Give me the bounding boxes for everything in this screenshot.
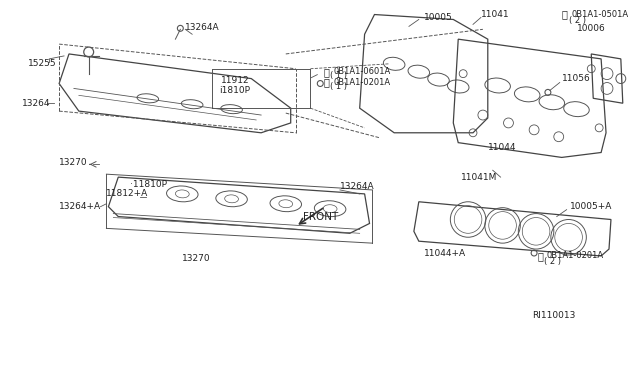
Text: 10005+A: 10005+A: [570, 202, 612, 211]
Text: Ⓑ: Ⓑ: [537, 251, 543, 261]
Text: 11044: 11044: [488, 143, 516, 152]
Text: 11044+A: 11044+A: [424, 248, 466, 257]
Text: 13264A: 13264A: [340, 183, 374, 192]
Text: 15255: 15255: [28, 59, 56, 68]
Text: Ⓑ: Ⓑ: [562, 10, 568, 20]
Text: 13270: 13270: [182, 254, 211, 263]
Text: 11041M: 11041M: [461, 173, 497, 182]
Text: 11056: 11056: [562, 74, 591, 83]
Text: ·11810P: ·11810P: [130, 180, 167, 189]
Text: 10005: 10005: [424, 13, 452, 22]
Text: 0B1A1-0201A: 0B1A1-0201A: [333, 78, 390, 87]
Text: 11041: 11041: [481, 10, 509, 19]
Text: 0B1A1-0201A: 0B1A1-0201A: [547, 251, 604, 260]
Text: 13270: 13270: [59, 158, 88, 167]
Text: ( 1 ): ( 1 ): [330, 82, 347, 91]
Text: i1810P: i1810P: [219, 86, 250, 95]
Text: 13264+A: 13264+A: [59, 202, 101, 211]
Text: 10006: 10006: [577, 24, 605, 33]
Text: ( 2 ): ( 2 ): [568, 16, 586, 25]
Text: 0B1A1-0501A: 0B1A1-0501A: [572, 10, 628, 19]
Text: ( 1 ): ( 1 ): [330, 71, 347, 80]
Text: 11912: 11912: [221, 76, 250, 85]
Text: 13264: 13264: [22, 99, 50, 108]
Text: 13264A: 13264A: [185, 23, 220, 32]
Text: Ⓑ: Ⓑ: [323, 67, 329, 77]
Text: 0B1A1-0601A: 0B1A1-0601A: [333, 67, 390, 76]
Text: ( 2 ): ( 2 ): [544, 257, 561, 266]
Text: RI110013: RI110013: [532, 311, 575, 320]
Text: 11812+A: 11812+A: [106, 189, 148, 198]
Text: Ⓑ: Ⓑ: [323, 77, 329, 87]
Text: FRONT: FRONT: [303, 212, 338, 222]
